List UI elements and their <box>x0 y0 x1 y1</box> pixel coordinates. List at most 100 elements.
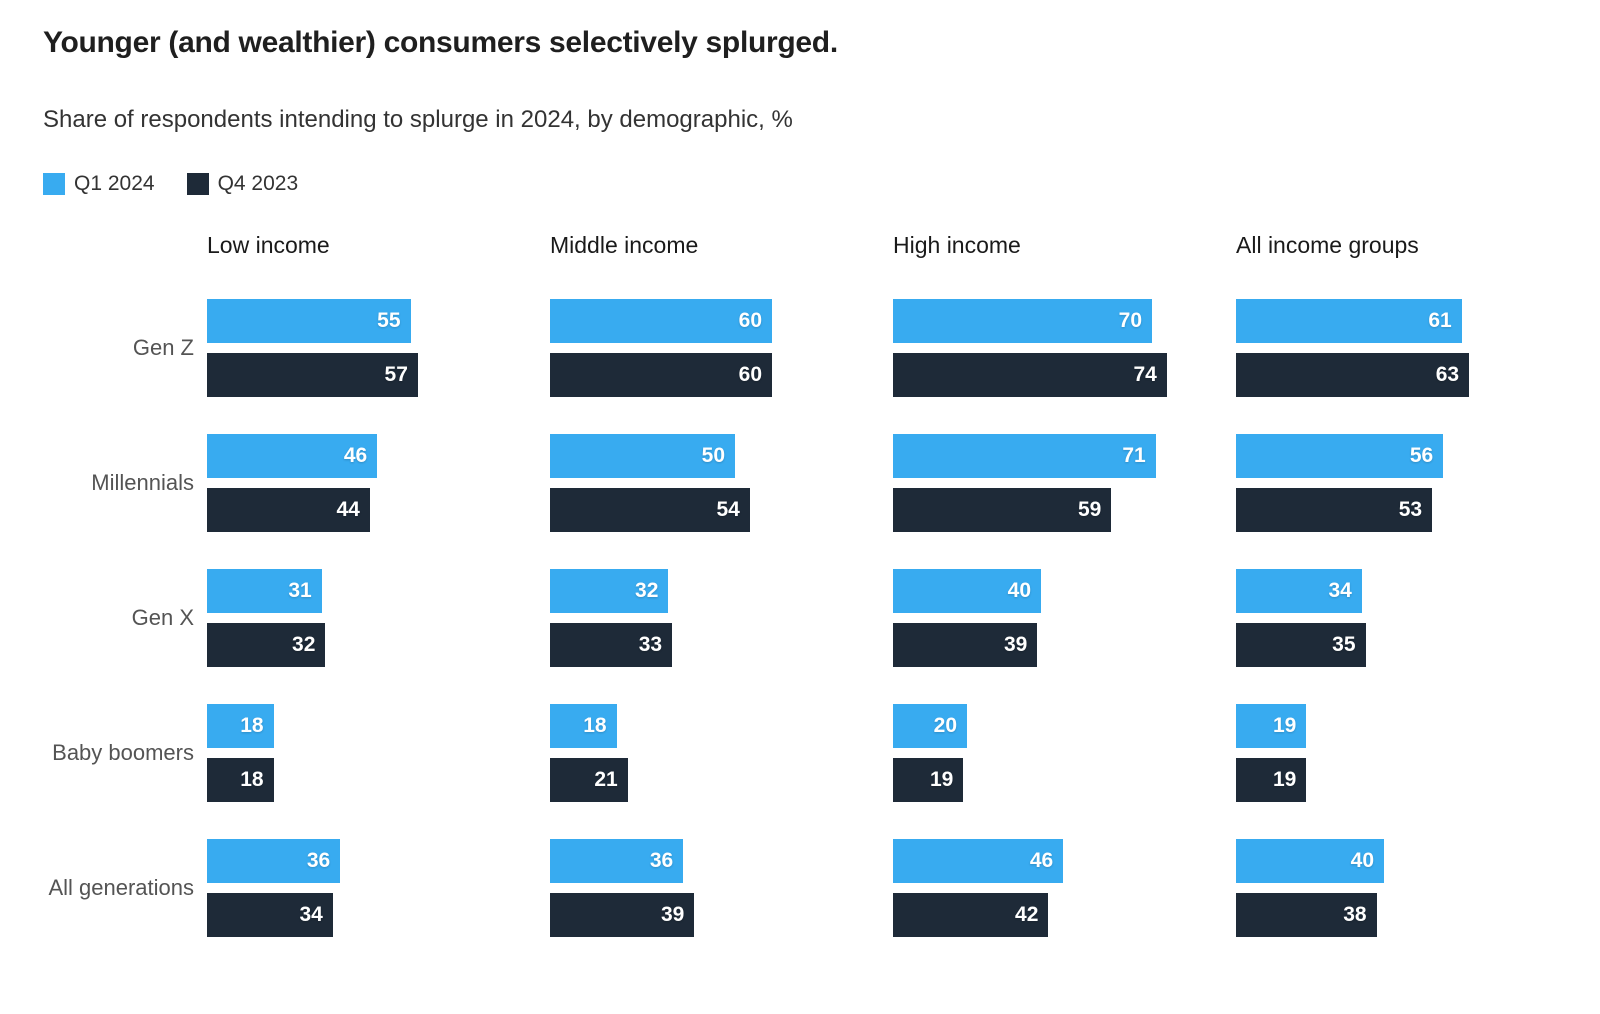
bar-value-label: 19 <box>1272 714 1297 737</box>
row-label: Millennials <box>91 469 194 495</box>
row-label: Baby boomers <box>52 739 194 765</box>
bar-pair-high-income: 71 59 <box>893 434 1236 532</box>
chart: Low income Middle income High income All in… <box>43 232 1557 937</box>
chart-row-baby-boomers: Baby boomers 18 18 18 21 20 19 19 19 <box>43 704 1557 802</box>
bar-value-label: 34 <box>1328 579 1352 602</box>
bar-q1-2024: 55 <box>207 299 411 343</box>
bar-q4-2023: 34 <box>207 893 333 937</box>
bar-q1-2024: 60 <box>550 299 772 343</box>
bar-value-label: 57 <box>384 363 408 386</box>
bar-value-label: 55 <box>377 309 401 332</box>
bar-pair-low-income: 31 32 <box>207 569 550 667</box>
row-label: Gen Z <box>132 334 194 360</box>
bar-q1-2024: 20 <box>893 704 967 748</box>
bar-value-label: 19 <box>929 768 954 791</box>
chart-row-gen-z: Gen Z 55 57 60 60 70 74 61 63 <box>43 299 1557 397</box>
header-spacer <box>43 232 207 259</box>
bar-value-label: 35 <box>1332 633 1356 656</box>
bar-value-label: 54 <box>716 498 740 521</box>
bar-value-label: 71 <box>1122 444 1146 467</box>
page-title: Younger (and wealthier) consumers select… <box>43 26 838 59</box>
bar-q1-2024: 61 <box>1236 299 1462 343</box>
bar-value-label: 20 <box>933 714 957 737</box>
column-headers: Low income Middle income High income All in… <box>43 232 1557 259</box>
bar-value-label: 18 <box>240 768 264 791</box>
bar-value-label: 19 <box>1272 768 1297 791</box>
bar-q1-2024: 70 <box>893 299 1152 343</box>
bar-q4-2023: 38 <box>1236 893 1377 937</box>
bar-q4-2023: 74 <box>893 353 1167 397</box>
bar-q1-2024: 36 <box>207 839 341 883</box>
bar-value-label: 34 <box>299 903 323 926</box>
bar-pair-low-income: 18 18 <box>207 704 550 802</box>
bar-value-label: 21 <box>594 768 618 791</box>
bar-value-label: 40 <box>1007 579 1031 602</box>
bar-value-label: 63 <box>1435 363 1460 386</box>
bar-q1-2024: 18 <box>550 704 617 748</box>
bar-q4-2023: 35 <box>1236 623 1366 667</box>
bar-q4-2023: 63 <box>1236 353 1470 397</box>
legend: Q1 2024 Q4 2023 <box>43 172 1557 196</box>
bar-q4-2023: 21 <box>550 758 628 802</box>
bar-q4-2023: 19 <box>1236 758 1307 802</box>
bar-value-label: 18 <box>583 714 607 737</box>
bar-pair-all-income-groups: 56 53 <box>1236 434 1579 532</box>
bar-value-label: 46 <box>1029 849 1054 872</box>
bar-pair-low-income: 55 57 <box>207 299 550 397</box>
bar-q1-2024: 19 <box>1236 704 1307 748</box>
bar-pair-all-income-groups: 19 19 <box>1236 704 1579 802</box>
bar-pair-all-income-groups: 40 38 <box>1236 839 1579 937</box>
bar-value-label: 50 <box>701 444 725 467</box>
bar-q1-2024: 32 <box>550 569 669 613</box>
bar-q4-2023: 42 <box>893 893 1049 937</box>
bar-value-label: 61 <box>1428 309 1452 332</box>
column-group-header-high-income: High income <box>893 232 1021 258</box>
bar-q1-2024: 18 <box>207 704 274 748</box>
bar-q1-2024: 34 <box>1236 569 1362 613</box>
bar-pair-middle-income: 18 21 <box>550 704 893 802</box>
bar-value-label: 32 <box>635 579 659 602</box>
row-label: Gen X <box>131 604 194 630</box>
bar-q4-2023: 19 <box>893 758 964 802</box>
bar-pair-high-income: 70 74 <box>893 299 1236 397</box>
bar-value-label: 33 <box>638 633 663 656</box>
bar-pair-middle-income: 50 54 <box>550 434 893 532</box>
chart-page: Younger (and wealthier) consumers select… <box>43 26 1557 937</box>
bar-value-label: 53 <box>1398 498 1423 521</box>
column-group-header-middle-income: Middle income <box>550 232 699 258</box>
bar-pair-low-income: 46 44 <box>207 434 550 532</box>
bar-pair-middle-income: 36 39 <box>550 839 893 937</box>
bar-q4-2023: 39 <box>893 623 1038 667</box>
bar-q1-2024: 46 <box>207 434 378 478</box>
bar-pair-middle-income: 60 60 <box>550 299 893 397</box>
bar-q4-2023: 54 <box>550 488 750 532</box>
bar-value-label: 70 <box>1118 309 1142 332</box>
bar-value-label: 40 <box>1350 849 1374 872</box>
bar-q4-2023: 53 <box>1236 488 1433 532</box>
bar-value-label: 32 <box>292 633 316 656</box>
bar-value-label: 56 <box>1409 444 1434 467</box>
column-group-header-all-income-groups: All income groups <box>1236 232 1419 258</box>
chart-row-gen-x: Gen X 31 32 32 33 40 39 34 35 <box>43 569 1557 667</box>
bar-pair-low-income: 36 34 <box>207 839 550 937</box>
bar-value-label: 46 <box>343 444 368 467</box>
chart-subtitle: Share of respondents intending to splurg… <box>43 106 793 133</box>
bar-value-label: 38 <box>1343 903 1367 926</box>
bar-q4-2023: 18 <box>207 758 274 802</box>
bar-value-label: 36 <box>649 849 674 872</box>
bar-pair-high-income: 20 19 <box>893 704 1236 802</box>
legend-item-q4-2023: Q4 2023 <box>186 172 298 196</box>
bar-q4-2023: 59 <box>893 488 1112 532</box>
bar-q4-2023: 57 <box>207 353 418 397</box>
bar-q1-2024: 31 <box>207 569 322 613</box>
bar-value-label: 59 <box>1077 498 1102 521</box>
bar-value-label: 60 <box>738 309 762 332</box>
bar-value-label: 31 <box>288 579 312 602</box>
chart-row-millennials: Millennials 46 44 50 54 71 59 56 53 <box>43 434 1557 532</box>
bar-q1-2024: 46 <box>893 839 1064 883</box>
bar-q1-2024: 50 <box>550 434 735 478</box>
bar-q1-2024: 56 <box>1236 434 1444 478</box>
bar-value-label: 60 <box>738 363 762 386</box>
legend-swatch-icon <box>186 173 209 195</box>
bar-q1-2024: 36 <box>550 839 684 883</box>
